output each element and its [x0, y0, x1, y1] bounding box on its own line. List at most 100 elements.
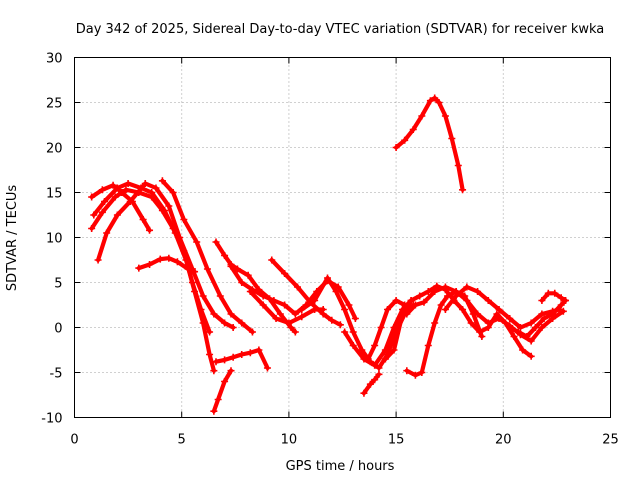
- data-point: [210, 310, 218, 318]
- data-point: [441, 283, 449, 291]
- series-line: [95, 181, 236, 330]
- data-point: [229, 353, 237, 361]
- x-tick-label: 15: [388, 433, 405, 448]
- data-point: [291, 328, 299, 336]
- data-point: [98, 186, 106, 194]
- data-point: [467, 319, 475, 327]
- data-point: [474, 288, 482, 295]
- data-point: [259, 292, 267, 300]
- data-point: [122, 186, 130, 194]
- series-track-4: [94, 180, 237, 331]
- data-point: [478, 333, 486, 340]
- x-tick-label: 0: [70, 433, 78, 448]
- data-point: [360, 389, 368, 397]
- data-point: [113, 211, 121, 219]
- data-point: [484, 319, 492, 327]
- data-point: [506, 324, 514, 331]
- series-line: [404, 284, 566, 344]
- data-point: [519, 346, 527, 354]
- data-point: [559, 307, 567, 315]
- data-point: [411, 301, 419, 309]
- data-point: [403, 310, 411, 318]
- data-point: [514, 328, 522, 336]
- data-point: [221, 378, 229, 385]
- data-point: [146, 226, 154, 234]
- data-point: [375, 370, 383, 378]
- chart-title: Day 342 of 2025, Sidereal Day-to-day VTE…: [76, 22, 605, 37]
- data-point: [358, 346, 366, 354]
- data-point: [323, 274, 331, 282]
- data-point: [238, 319, 246, 327]
- data-point: [459, 306, 467, 313]
- data-point: [246, 288, 254, 295]
- data-point: [103, 229, 111, 237]
- series-track-19: [403, 288, 486, 379]
- data-point: [538, 324, 546, 331]
- data-point: [364, 355, 372, 363]
- data-point: [165, 254, 173, 262]
- x-tick-label: 10: [281, 433, 298, 448]
- data-point: [169, 189, 177, 196]
- data-point: [206, 351, 214, 358]
- data-point: [212, 238, 220, 246]
- series-track-7: [212, 346, 271, 372]
- data-point: [549, 310, 557, 318]
- data-point: [448, 135, 456, 142]
- y-tick-label: 0: [54, 322, 62, 337]
- data-point: [401, 136, 409, 144]
- data-point: [390, 324, 398, 331]
- data-point: [371, 376, 379, 384]
- data-point: [272, 315, 280, 322]
- data-point: [328, 316, 336, 324]
- data-point: [409, 126, 417, 133]
- y-tick-label: 30: [46, 52, 63, 67]
- x-tick-label: 25: [602, 433, 619, 448]
- data-point: [416, 292, 424, 300]
- series-track-8: [210, 367, 235, 415]
- series-track-12: [246, 288, 327, 327]
- data-point: [184, 265, 192, 273]
- data-point: [298, 313, 306, 321]
- data-point: [161, 207, 169, 214]
- data-point: [212, 358, 220, 366]
- data-point: [281, 270, 289, 277]
- data-point: [124, 180, 132, 187]
- grid-lines: [74, 57, 611, 418]
- data-point: [156, 255, 164, 263]
- data-point: [557, 301, 565, 309]
- data-point: [113, 184, 121, 192]
- data-point: [426, 97, 434, 105]
- data-point: [148, 189, 156, 196]
- x-tick-label: 5: [178, 433, 186, 448]
- data-point: [193, 238, 201, 246]
- data-point: [444, 292, 452, 300]
- series-track-10: [227, 262, 359, 322]
- data-point: [210, 367, 218, 375]
- data-point: [495, 306, 503, 313]
- data-point: [298, 306, 306, 313]
- data-point: [493, 310, 501, 318]
- data-point: [371, 342, 379, 349]
- data-point: [463, 283, 471, 291]
- y-tick-label: 10: [46, 232, 63, 247]
- data-point: [101, 198, 109, 205]
- data-point: [431, 319, 439, 327]
- data-point: [109, 181, 117, 189]
- data-point: [146, 261, 154, 268]
- data-point: [349, 328, 357, 336]
- data-point: [199, 319, 207, 327]
- data-point: [431, 288, 439, 295]
- data-point: [244, 271, 252, 279]
- data-point: [135, 264, 143, 272]
- data-point: [238, 279, 246, 286]
- data-point: [418, 369, 426, 376]
- data-point: [141, 180, 149, 187]
- data-point: [227, 262, 235, 270]
- data-point: [176, 234, 184, 241]
- data-point: [206, 328, 214, 336]
- data-point: [227, 367, 235, 375]
- data-point: [527, 337, 535, 345]
- data-point: [221, 319, 229, 327]
- y-tick-label: 25: [46, 97, 63, 112]
- data-point: [281, 301, 289, 309]
